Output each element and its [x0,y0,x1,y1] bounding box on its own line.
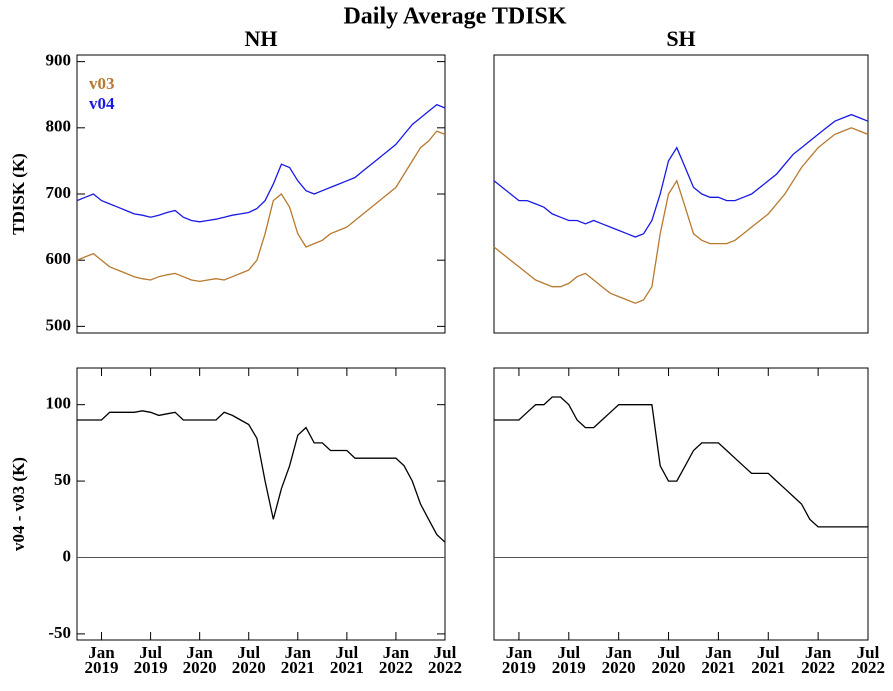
x-tick-label: 2019 [502,658,536,677]
x-tick-label: Jul [434,643,457,662]
y-tick-label: 0 [63,546,72,565]
x-tick-label: Jul [857,643,880,662]
legend-entry: v03 [89,74,115,93]
y-tick-label: 700 [46,183,72,202]
x-tick-label: Jan [285,643,312,662]
figure-title: Daily Average TDISK [343,4,566,30]
x-tick-label: 2019 [85,658,119,677]
y-tick-label: 900 [46,51,72,70]
x-tick-label: 2020 [652,658,686,677]
x-tick-label: 2019 [134,658,168,677]
x-tick-label: Jan [705,643,732,662]
y-tick-label: 100 [46,394,72,413]
x-tick-label: Jul [139,643,162,662]
data-line [494,396,868,528]
x-tick-label: Jul [557,643,580,662]
x-tick-label: 2020 [183,658,217,677]
x-tick-label: 2020 [232,658,266,677]
x-tick-label: 2022 [851,658,885,677]
plot-frame [76,54,446,334]
y-tick-label: -50 [48,623,71,642]
y-tick-label: 800 [46,117,72,136]
x-tick-label: Jan [605,643,632,662]
x-tick-label: 2019 [552,658,586,677]
x-tick-label: 2021 [281,658,315,677]
data-line [76,103,446,223]
x-tick-label: 2020 [602,658,636,677]
y-tick-label: 50 [54,470,71,489]
x-tick-label: Jan [88,643,115,662]
y-tick-label: 500 [46,315,72,334]
x-tick-label: 2021 [330,658,364,677]
panel-title: SH [666,26,695,51]
data-line [493,127,869,304]
plot-frame [493,54,869,334]
x-tick-label: Jan [805,643,832,662]
x-tick-label: 2022 [379,658,413,677]
plot-frame [76,367,446,641]
y-axis-label: v04 - v03 (K) [9,457,28,551]
x-tick-label: Jan [506,643,533,662]
x-tick-label: Jul [336,643,359,662]
panel-title: NH [245,26,278,51]
plot-frame [493,367,869,641]
x-tick-label: 2022 [428,658,462,677]
x-tick-label: 2021 [701,658,735,677]
legend-entry: v04 [89,94,115,113]
x-tick-label: 2022 [801,658,835,677]
x-tick-label: Jul [757,643,780,662]
x-tick-label: Jul [657,643,680,662]
x-tick-label: Jan [186,643,213,662]
x-tick-label: Jan [383,643,410,662]
data-line [77,410,446,543]
y-axis-label: TDISK (K) [9,153,28,235]
x-tick-label: 2021 [751,658,785,677]
data-line [493,113,869,238]
y-tick-label: 600 [46,249,72,268]
x-tick-label: Jul [237,643,260,662]
data-line [76,130,446,283]
